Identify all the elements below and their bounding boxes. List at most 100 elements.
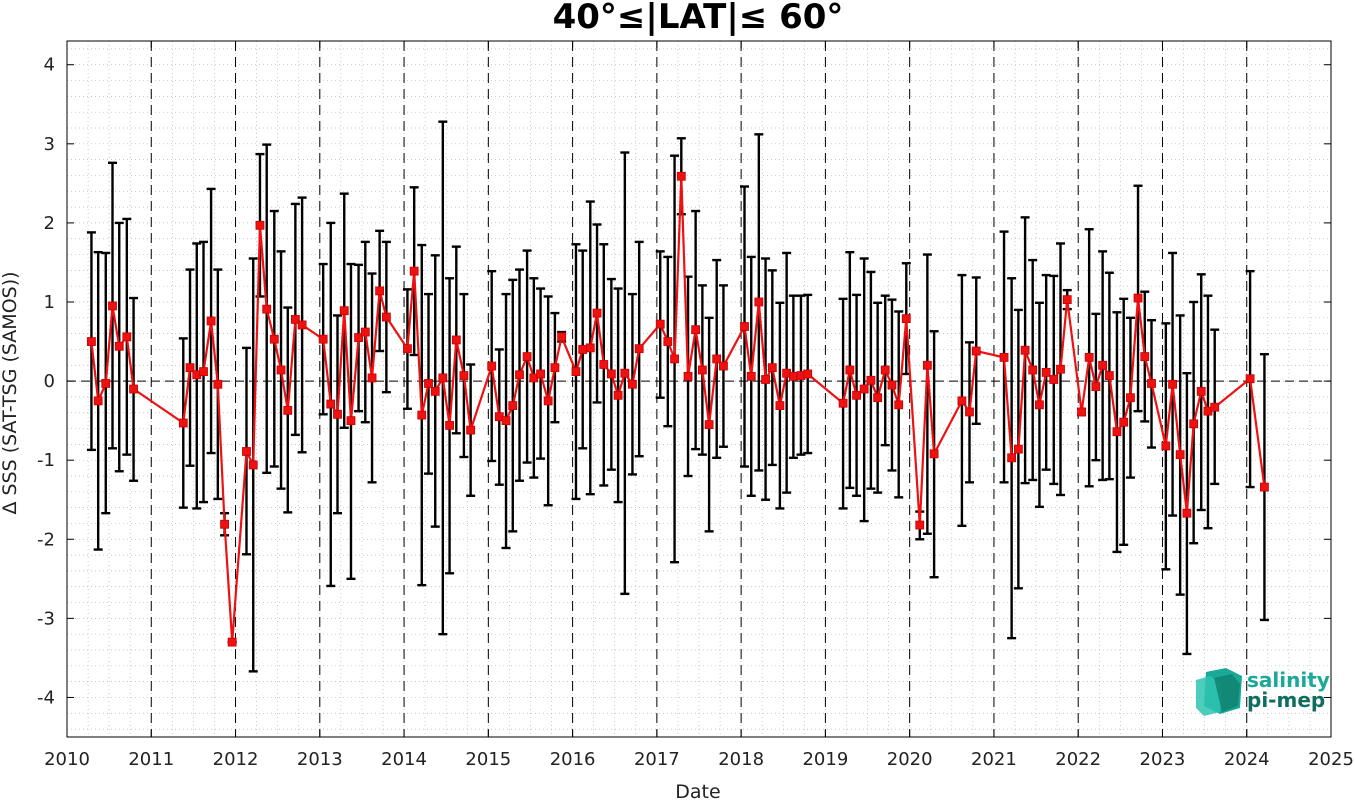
- data-point: [403, 344, 412, 354]
- data-point: [894, 400, 904, 410]
- data-point: [663, 337, 673, 346]
- data-point: [501, 416, 511, 426]
- data-point: [1041, 367, 1051, 377]
- data-point: [114, 341, 124, 351]
- data-point: [803, 369, 813, 379]
- data-point: [585, 343, 595, 353]
- data-point: [536, 369, 545, 379]
- y-tick-label: 0: [44, 371, 55, 392]
- data-point: [333, 409, 342, 419]
- error-bar: [922, 253, 932, 535]
- x-tick-label: 2012: [213, 749, 259, 770]
- data-point: [227, 637, 237, 647]
- data-point: [1112, 427, 1122, 437]
- data-point: [929, 449, 939, 459]
- data-point: [746, 371, 756, 381]
- data-point: [838, 398, 848, 408]
- data-point: [1084, 352, 1094, 362]
- data-point: [242, 447, 251, 456]
- data-point: [1168, 379, 1177, 389]
- data-point: [543, 396, 553, 406]
- data-point: [220, 519, 229, 529]
- data-point: [459, 371, 469, 380]
- plot-frame: [66, 40, 1332, 738]
- data-point: [704, 420, 714, 429]
- data-point: [101, 379, 111, 388]
- data-point: [965, 407, 974, 417]
- salinity-pi-mep-logo: salinity pi-mep: [1196, 668, 1330, 716]
- data-point: [1119, 417, 1129, 427]
- data-point: [1245, 374, 1255, 384]
- logo-line2: pi-mep: [1247, 688, 1325, 712]
- data-point: [262, 304, 272, 314]
- y-tick-label: -1: [37, 450, 55, 471]
- x-tick-label: 2018: [718, 749, 764, 770]
- data-point: [199, 367, 208, 377]
- data-point: [1104, 371, 1114, 380]
- y-axis-label: Δ SSS (SAT-TSG (SAMOS)): [0, 271, 21, 514]
- data-point: [1161, 441, 1171, 451]
- data-point: [1126, 393, 1135, 403]
- data-point: [487, 361, 497, 371]
- data-point: [367, 373, 377, 383]
- data-point: [634, 344, 644, 354]
- data-point: [255, 220, 265, 230]
- year-separators: [150, 41, 1248, 737]
- data-point: [1133, 293, 1143, 303]
- data-point: [719, 361, 728, 371]
- series-markers: [87, 171, 1269, 647]
- data-point: [522, 352, 532, 361]
- data-point: [451, 335, 461, 345]
- chart-title: 40°≤|LAT|≤ 60°: [553, 0, 844, 37]
- data-point: [354, 333, 363, 342]
- data-point: [754, 297, 764, 307]
- data-point: [178, 418, 188, 428]
- y-tick-label: -2: [37, 529, 55, 550]
- data-point: [740, 322, 749, 331]
- data-point: [1182, 508, 1192, 518]
- data-point: [775, 401, 785, 411]
- data-point: [1098, 360, 1108, 370]
- data-point: [606, 369, 616, 379]
- data-point: [1049, 375, 1059, 384]
- x-tick-label: 2011: [128, 749, 174, 770]
- data-point: [339, 306, 349, 316]
- data-point: [381, 312, 391, 322]
- data-point: [845, 365, 855, 375]
- data-point: [957, 396, 967, 406]
- series-line: [90, 176, 1266, 643]
- data-point: [185, 363, 195, 373]
- data-point: [375, 286, 385, 296]
- data-point: [438, 373, 448, 383]
- data-point: [683, 371, 693, 381]
- data-point: [1077, 407, 1086, 417]
- data-point: [1020, 345, 1030, 355]
- data-point: [466, 425, 476, 435]
- data-point: [901, 314, 911, 324]
- data-point: [557, 332, 567, 342]
- data-point: [445, 420, 454, 430]
- data-point: [417, 410, 427, 420]
- data-point: [269, 334, 279, 344]
- data-point: [761, 375, 770, 384]
- data-point: [599, 360, 609, 369]
- data-point: [655, 319, 665, 329]
- data-point: [1007, 453, 1017, 463]
- data-point: [971, 346, 981, 356]
- data-point: [122, 332, 132, 342]
- x-tick-label: 2016: [550, 749, 596, 770]
- data-point: [93, 396, 103, 406]
- y-tick-label: -3: [37, 608, 55, 629]
- logo-icon: [1196, 668, 1242, 716]
- data-point: [248, 460, 258, 470]
- data-point: [424, 379, 433, 388]
- data-point: [999, 352, 1009, 362]
- x-tick-label: 2021: [971, 749, 1017, 770]
- data-point: [360, 327, 370, 337]
- y-tick-label: 4: [44, 55, 55, 76]
- x-tick-label: 2010: [44, 749, 90, 770]
- data-point: [915, 520, 925, 530]
- data-point: [213, 379, 223, 389]
- x-tick-label: 2013: [297, 749, 343, 770]
